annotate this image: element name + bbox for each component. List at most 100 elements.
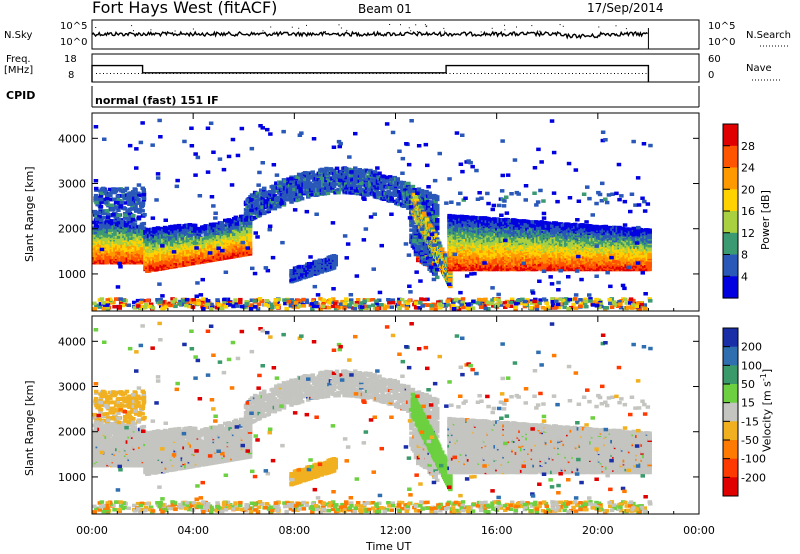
power-cell	[428, 225, 434, 229]
power-cell	[235, 224, 240, 228]
nsky-tick-bottom-left: 10^0	[60, 37, 88, 48]
cpid-text: normal (fast) 151 IF	[95, 94, 219, 107]
nsky-dot	[625, 28, 627, 30]
nave-dot	[124, 73, 125, 74]
power-cell	[426, 221, 432, 225]
nsky-dot	[400, 24, 401, 26]
power-cell	[298, 187, 303, 192]
nsky-dot	[273, 31, 275, 33]
nave-dot	[596, 73, 598, 74]
nsky-dot	[444, 30, 446, 32]
power-cell	[118, 228, 124, 232]
power-cell	[252, 215, 258, 220]
power-cell	[427, 216, 432, 220]
power-cell	[389, 186, 394, 191]
power-cell	[280, 198, 285, 202]
power-cell	[260, 208, 265, 213]
power-cell	[157, 235, 162, 239]
nsky-label: N.Sky	[4, 30, 33, 41]
nave-dot	[197, 73, 199, 74]
nsky-dot	[537, 30, 538, 32]
power-cell	[433, 265, 438, 270]
power-cell	[456, 202, 461, 206]
power-cell	[93, 231, 99, 235]
nsky-line	[91, 30, 648, 40]
nave-dot	[400, 73, 402, 74]
power-cell	[214, 231, 219, 236]
power-cell	[427, 260, 432, 264]
power-cell	[113, 218, 118, 223]
power-cell	[243, 218, 249, 222]
power-cell	[435, 218, 440, 222]
power-cell	[413, 195, 419, 200]
power-cell	[435, 213, 440, 217]
power-cell	[289, 198, 294, 203]
power-cell	[316, 191, 322, 196]
power-cell	[280, 187, 285, 191]
power-cell	[192, 227, 198, 232]
power-cell	[435, 203, 440, 208]
power-cell	[312, 182, 317, 187]
power-cell	[427, 223, 433, 227]
power-cell	[365, 177, 370, 182]
power-cell	[228, 229, 233, 233]
power-cell	[400, 202, 405, 207]
power-cell	[435, 226, 440, 231]
nave-dot	[635, 73, 636, 74]
nave-dot	[582, 73, 584, 74]
nave-dot	[519, 73, 521, 74]
power-cell	[351, 189, 356, 194]
freq-tick-top-left: 18	[64, 54, 77, 65]
power-cell	[392, 199, 397, 204]
nave-dot	[418, 73, 419, 74]
power-cell	[418, 238, 423, 243]
nave-dot	[509, 73, 510, 74]
nave-dot	[264, 73, 265, 74]
nave-dot	[239, 73, 241, 74]
power-cell	[350, 175, 355, 179]
power-cell	[328, 167, 334, 171]
power-cell	[395, 198, 400, 202]
power-cell	[275, 189, 281, 193]
power-cell	[281, 201, 287, 205]
power-cell	[247, 227, 253, 231]
power-cell	[260, 196, 265, 200]
nave-dot	[488, 73, 489, 74]
nave-dot	[169, 73, 171, 74]
power-cell	[419, 189, 425, 193]
power-cell	[191, 251, 196, 256]
power-cell	[368, 168, 373, 173]
power-cell	[410, 184, 416, 189]
power-cell	[333, 254, 338, 259]
power-cell	[458, 191, 463, 195]
nave-dot	[439, 73, 440, 74]
nave-dot	[642, 73, 643, 74]
power-cell	[254, 211, 259, 216]
power-cell	[242, 215, 247, 220]
power-cell	[310, 170, 315, 174]
power-cell	[107, 230, 113, 235]
nsky-dot	[95, 27, 97, 28]
power-cell	[284, 192, 290, 196]
power-cell	[440, 247, 445, 251]
nave-dot	[127, 73, 129, 74]
power-cell	[127, 228, 132, 233]
nave-dot	[498, 73, 500, 74]
power-cell	[350, 186, 355, 191]
power-cell	[247, 244, 253, 249]
power-cell	[433, 199, 438, 204]
power-cell	[143, 227, 148, 232]
freq-unit: [MHz]	[4, 65, 34, 76]
power-cell	[262, 186, 267, 191]
power-cell	[392, 189, 397, 194]
power-cell	[383, 180, 388, 184]
nave-dot	[330, 73, 332, 74]
nave-dot	[638, 73, 640, 74]
power-cell	[299, 176, 305, 180]
power-cell	[318, 179, 323, 183]
nave-dot	[99, 73, 101, 74]
power-cell	[299, 269, 305, 274]
nave-dot	[393, 73, 395, 74]
power-cell	[299, 196, 305, 201]
nsky-dot	[425, 26, 427, 28]
